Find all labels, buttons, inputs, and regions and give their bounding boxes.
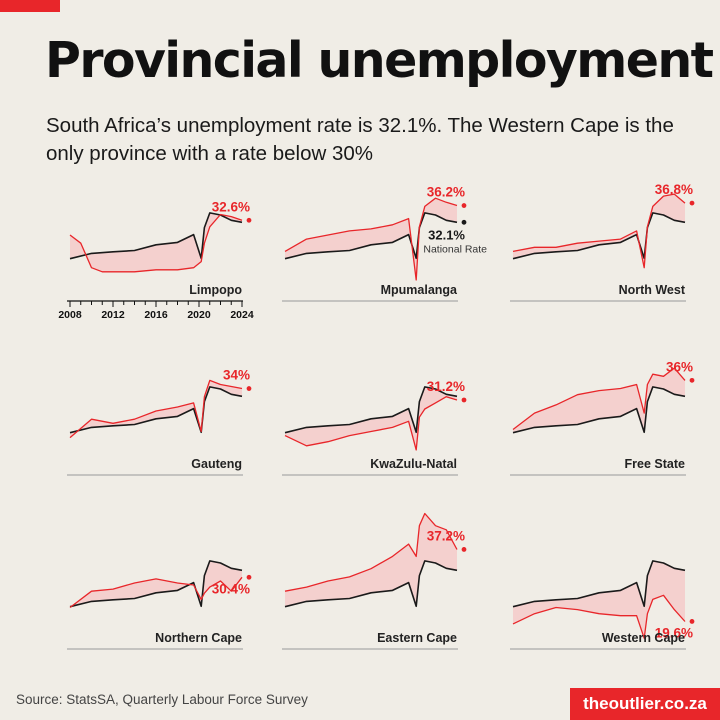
national-rate-line [512,386,686,434]
province-value-label: 36% [666,359,693,374]
province-latest-dot [689,200,695,206]
panel-western-cape: 19.6%Western Cape [510,560,695,650]
province-rate-line [69,576,243,609]
national-rate-line [512,212,686,260]
x-tick-label: 2024 [230,309,254,321]
national-rate-label: National Rate [423,243,487,255]
x-tick-label: 2016 [144,309,168,321]
brand-logo[interactable]: theoutlier.co.za [570,688,720,720]
province-latest-dot [461,397,467,403]
difference-area [513,368,685,433]
top-accent-bar [0,0,60,12]
province-name: Gauteng [191,457,242,471]
province-latest-dot [461,547,467,552]
province-latest-dot [246,574,252,580]
page-subtitle: South Africa’s unemployment rate is 32.1… [46,114,674,165]
province-name: Northern Cape [155,631,242,645]
province-value-label: 19.6% [655,625,693,640]
panel-eastern-cape: 37.2% Eastern Cape [282,512,467,650]
difference-area [513,194,685,268]
province-name: North West [619,283,686,297]
panel-northern-cape: 30.4% Northern Cape [67,560,252,650]
province-name: Limpopo [189,283,242,297]
province-name: Eastern Cape [377,631,457,645]
province-rate-line [69,213,243,273]
province-rate-line [284,396,458,451]
province-value-label: 36.2% [427,185,465,200]
province-rate-line [512,367,686,431]
province-name: KwaZulu-Natal [370,457,457,471]
panel-north-west: 36.8% North West [510,182,695,302]
province-rate-line [69,379,243,439]
province-latest-dot [461,203,467,208]
panel-free-state: 36% Free State [510,359,695,476]
province-rate-line [512,193,686,269]
province-latest-dot [246,217,252,223]
difference-area [70,212,242,272]
province-value-label: 37.2% [427,528,465,543]
national-rate-line [69,386,243,434]
panel-limpopo: 32.6% Limpopo 2008 2012 2016 2020 2024 [58,199,254,321]
province-value-label: 31.2% [427,379,465,394]
province-value-label: 32.6% [212,199,250,214]
province-latest-dot [689,619,695,624]
national-latest-dot [461,219,467,225]
difference-area [513,560,685,639]
province-rate-line [512,594,686,639]
page-title: Provincial unemployment [45,32,714,89]
x-tick-label: 2020 [187,309,211,321]
panel-gauteng: 34% Gauteng [67,368,252,476]
province-name: Western Cape [602,631,685,645]
province-name: Free State [625,457,685,471]
province-latest-dot [689,377,695,383]
difference-area [285,513,457,607]
province-name: Mpumalanga [381,283,458,297]
national-rate-line [284,386,458,434]
province-rate-line [284,197,458,281]
x-tick-label: 2012 [101,309,125,321]
difference-area [285,386,457,450]
national-rate-line [69,560,243,608]
panel-kwazulu-natal: 31.2% KwaZulu-Natal [282,379,467,476]
province-value-label: 36.8% [655,182,693,197]
province-rate-line [284,512,458,592]
province-value-label: 30.4% [212,581,250,596]
source-note: Source: StatsSA, Quarterly Labour Force … [16,692,308,707]
difference-area [70,380,242,438]
province-latest-dot [246,386,252,391]
panel-mpumalanga: 36.2% 32.1%National Rate Mpumalanga [282,185,487,302]
national-rate-line [284,212,458,260]
national-rate-line [284,560,458,608]
national-rate-line [512,560,686,608]
province-value-label: 34% [223,368,250,383]
x-tick-label: 2008 [58,309,82,321]
national-value-label: 32.1% [428,227,465,242]
